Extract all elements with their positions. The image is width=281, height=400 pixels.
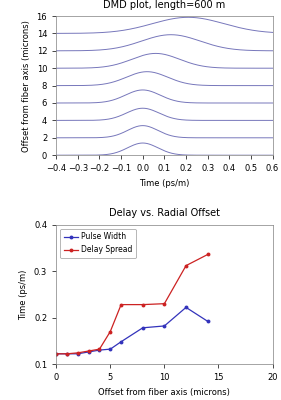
- Delay Spread: [76, 350, 80, 355]
- Line: Delay Spread: Delay Spread: [54, 252, 210, 356]
- Delay Spread: [184, 263, 188, 268]
- Pulse Width: [87, 350, 90, 354]
- Y-axis label: Offset from fiber axis (microns): Offset from fiber axis (microns): [22, 20, 31, 152]
- Y-axis label: Time (ps/m): Time (ps/m): [19, 269, 28, 320]
- Title: DMD plot, length=600 m: DMD plot, length=600 m: [103, 0, 226, 10]
- Pulse Width: [119, 339, 123, 344]
- Delay Spread: [163, 301, 166, 306]
- Pulse Width: [184, 305, 188, 310]
- Pulse Width: [141, 326, 144, 330]
- Delay Spread: [141, 302, 144, 307]
- Line: Pulse Width: Pulse Width: [54, 306, 210, 356]
- Pulse Width: [98, 348, 101, 352]
- Delay Spread: [55, 351, 58, 356]
- Delay Spread: [65, 351, 69, 356]
- Pulse Width: [206, 319, 209, 324]
- Pulse Width: [55, 351, 58, 356]
- Delay Spread: [206, 252, 209, 257]
- Title: Delay vs. Radial Offset: Delay vs. Radial Offset: [109, 208, 220, 218]
- X-axis label: Time (ps/m): Time (ps/m): [139, 179, 190, 188]
- Pulse Width: [65, 351, 69, 356]
- Pulse Width: [163, 324, 166, 328]
- Delay Spread: [87, 349, 90, 354]
- Legend: Pulse Width, Delay Spread: Pulse Width, Delay Spread: [60, 229, 136, 258]
- Delay Spread: [108, 329, 112, 334]
- Delay Spread: [98, 347, 101, 352]
- Delay Spread: [119, 302, 123, 307]
- Pulse Width: [76, 351, 80, 356]
- Pulse Width: [108, 347, 112, 352]
- X-axis label: Offset from fiber axis (microns): Offset from fiber axis (microns): [98, 388, 230, 396]
